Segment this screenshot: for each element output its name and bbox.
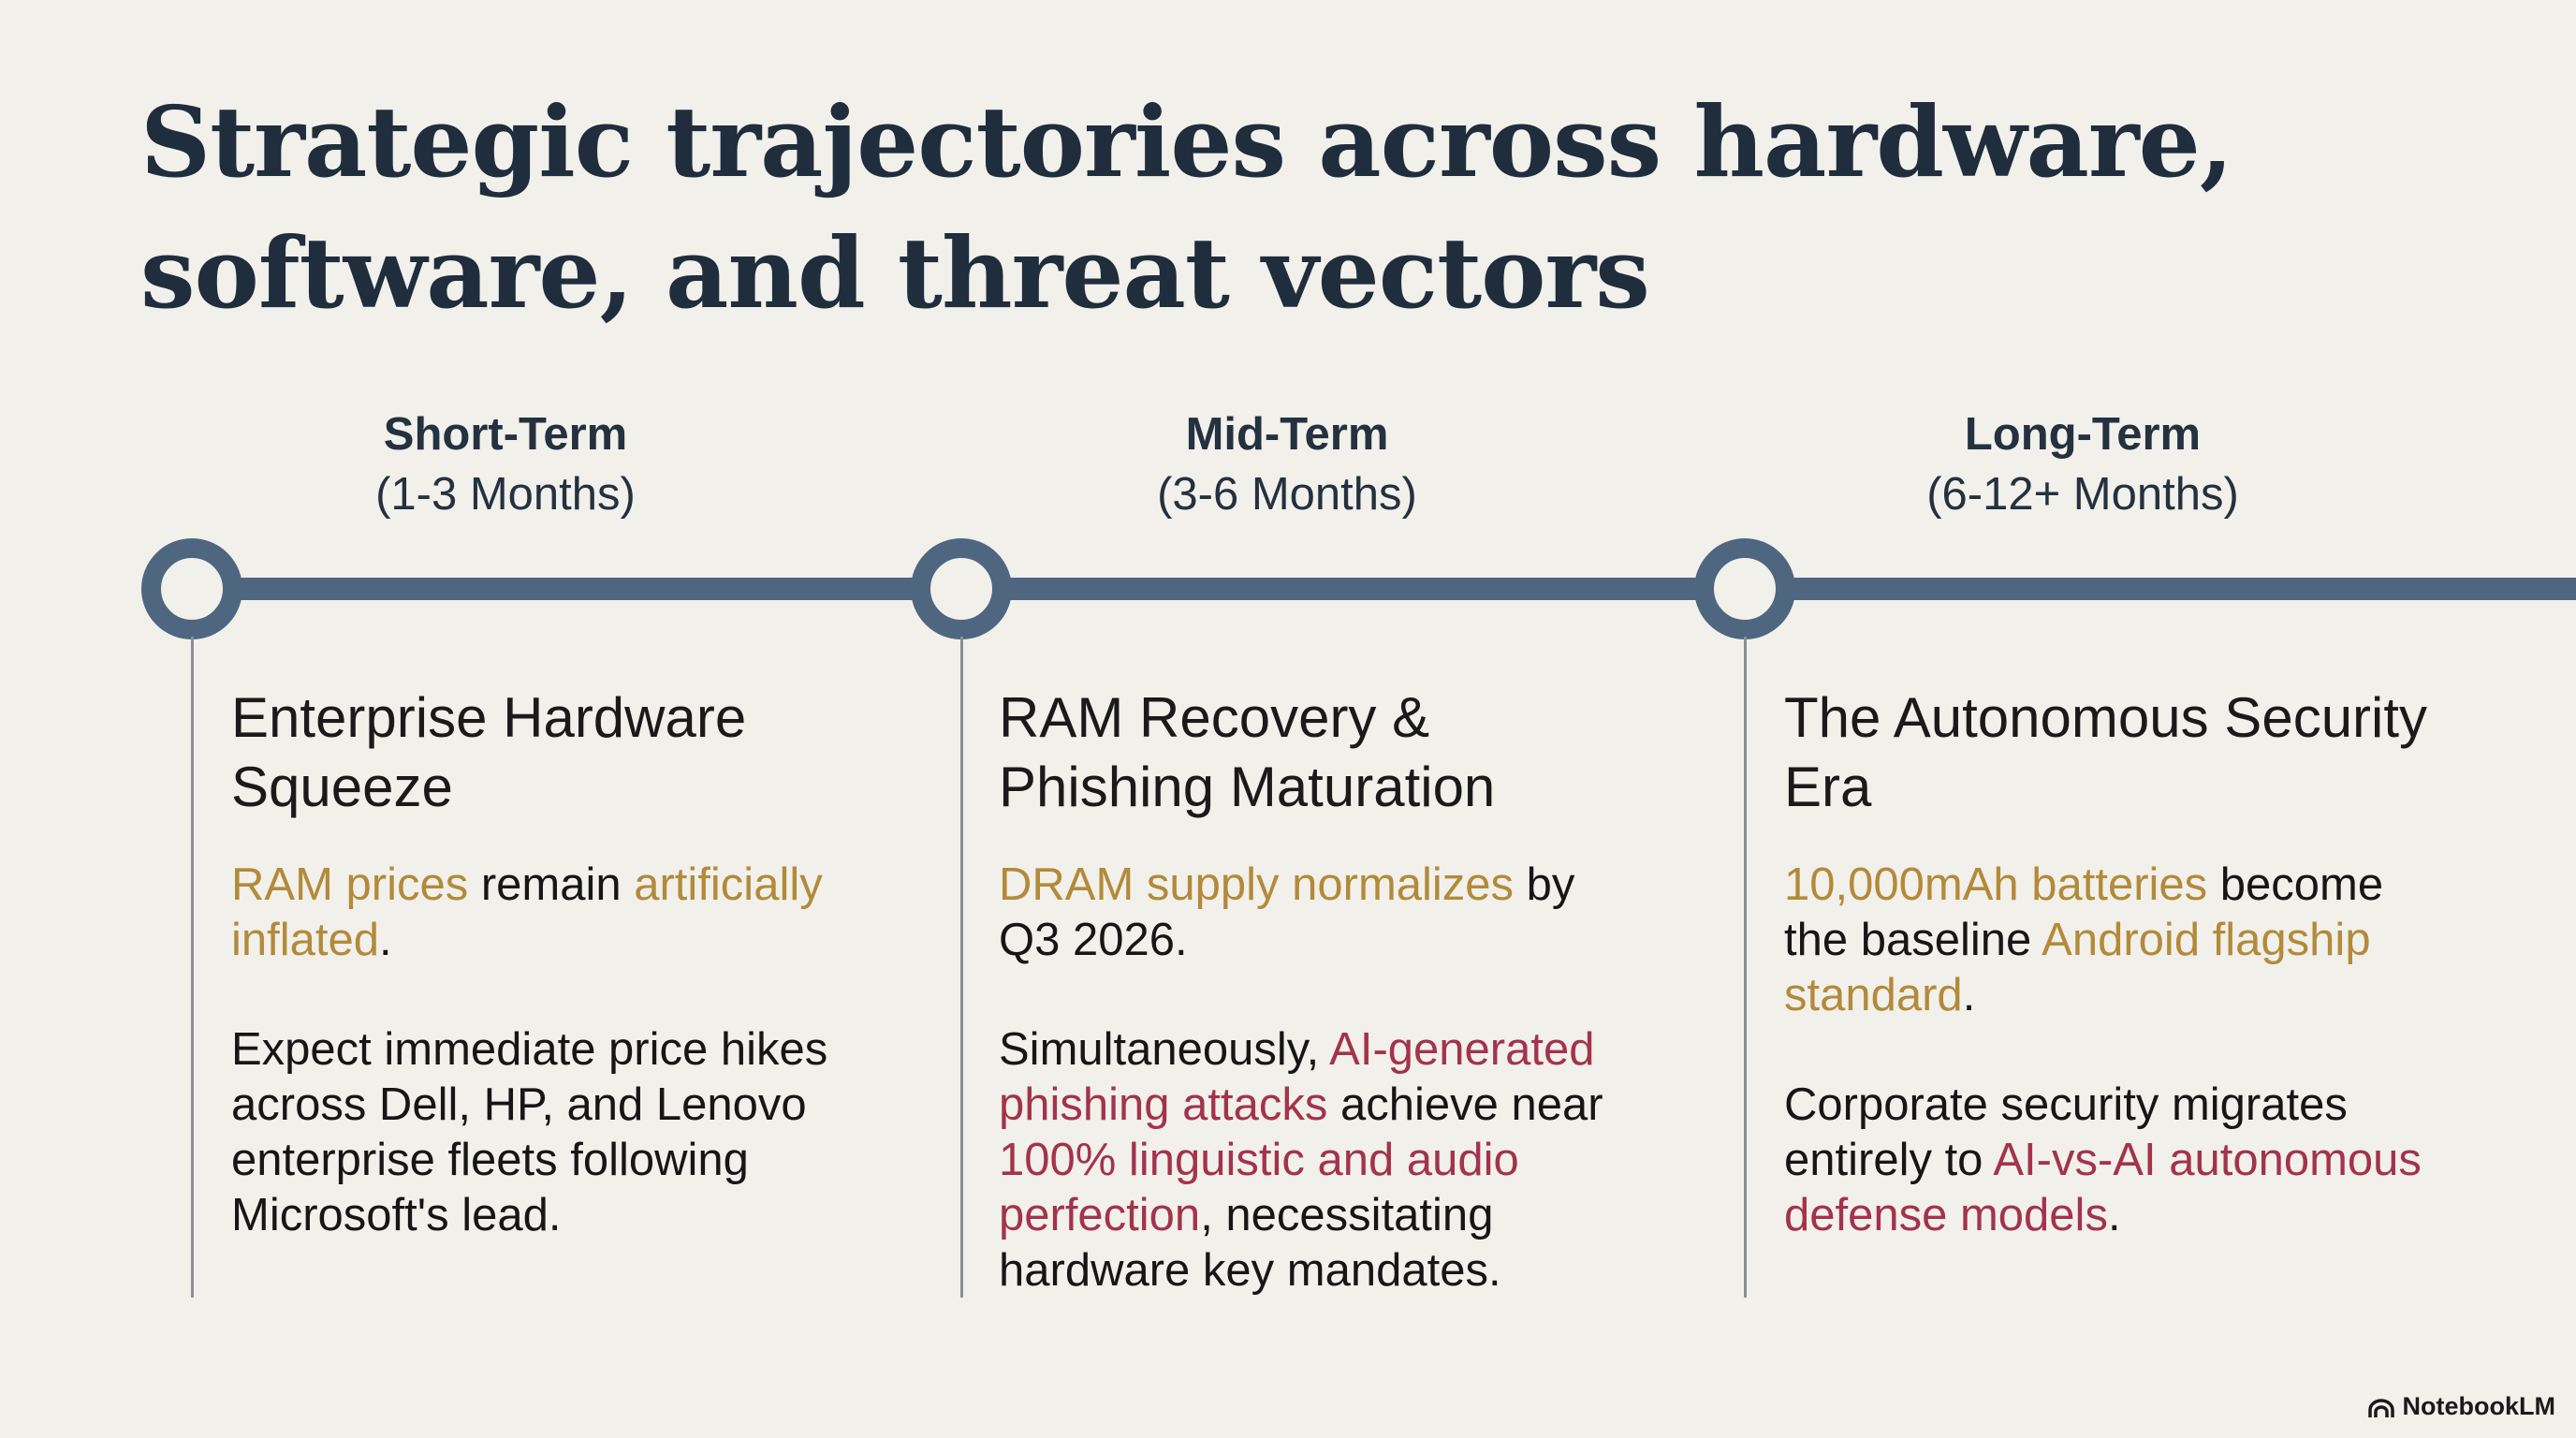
phase-card: The Autonomous Security Era 10,000mAh bat…	[1784, 683, 2430, 1298]
phase-heading: The Autonomous Security Era	[1784, 686, 2428, 818]
phase-range: (1-3 Months)	[375, 469, 636, 520]
phase-paragraph: Simultaneously, AI-generated phishing at…	[999, 1022, 1645, 1299]
highlight-red: 100% linguistic and audio perfection	[999, 1135, 1519, 1240]
notebooklm-logo-icon	[2367, 1398, 2394, 1417]
highlight-gold: 10,000mAh batteries	[1784, 859, 2208, 910]
highlight-gold: DRAM supply normalizes	[999, 859, 1515, 910]
phase-label: Short-Term (1-3 Months)	[178, 404, 833, 524]
text-segment: become the baseline	[1784, 859, 2384, 965]
timeline-node	[1694, 538, 1795, 639]
text-segment: Corporate security migrates entirely to	[1784, 1079, 2348, 1185]
phase-name: Short-Term	[383, 409, 628, 460]
brand-watermark: NotebookLM	[2367, 1392, 2555, 1421]
phase-range: (6-12+ Months)	[1926, 469, 2239, 520]
phase-label: Mid-Term (3-6 Months)	[959, 404, 1615, 524]
text-segment: , necessitating hardware key mandates.	[999, 1190, 1501, 1296]
text-segment: Expect immediate price hikes across Dell…	[231, 1024, 828, 1240]
phase-heading: RAM Recovery & Phishing Maturation	[999, 686, 1496, 818]
timeline-divider	[960, 637, 963, 1298]
text-segment: by Q3 2026.	[999, 859, 1575, 965]
highlight-gold: RAM prices	[231, 859, 469, 910]
highlight-red: AI-vs-AI autonomous defense models	[1784, 1135, 2422, 1240]
phase-heading: Enterprise Hardware Squeeze	[231, 686, 747, 818]
highlight-gold: artificially inflated	[231, 859, 823, 965]
phase-paragraph: 10,000mAh batteries become the baseline …	[1784, 858, 2430, 1023]
phase-card: RAM Recovery & Phishing Maturation DRAM s…	[999, 683, 1645, 1353]
text-segment: achieve near	[1327, 1079, 1603, 1130]
phase-name: Mid-Term	[1185, 409, 1389, 460]
text-segment: Simultaneously,	[999, 1024, 1330, 1075]
timeline-node	[141, 538, 242, 639]
text-segment: .	[379, 915, 392, 965]
phase-name: Long-Term	[1964, 409, 2202, 460]
highlight-gold: Android flagship standard	[1784, 915, 2371, 1020]
brand-label: NotebookLM	[2402, 1392, 2555, 1420]
text-segment: .	[1962, 970, 1976, 1020]
page-title: Strategic trajectories across hardware, …	[140, 84, 2233, 330]
text-segment: .	[2107, 1190, 2121, 1240]
timeline-divider	[1744, 637, 1747, 1298]
phase-label: Long-Term (6-12+ Months)	[1755, 404, 2410, 524]
phase-range: (3-6 Months)	[1157, 469, 1417, 520]
timeline-track	[192, 578, 2576, 600]
phase-paragraph: RAM prices remain artificially inflated.	[231, 858, 877, 968]
phase-paragraph: DRAM supply normalizes by Q3 2026.	[999, 858, 1645, 968]
phase-paragraph: Corporate security migrates entirely to …	[1784, 1078, 2430, 1243]
text-segment: remain	[468, 859, 635, 910]
phase-paragraph: Expect immediate price hikes across Dell…	[231, 1022, 877, 1243]
highlight-red: AI-generated phishing attacks	[999, 1024, 1595, 1130]
timeline-node	[911, 538, 1012, 639]
phase-card: Enterprise Hardware Squeeze RAM prices re…	[231, 683, 877, 1298]
timeline-divider	[191, 637, 194, 1298]
